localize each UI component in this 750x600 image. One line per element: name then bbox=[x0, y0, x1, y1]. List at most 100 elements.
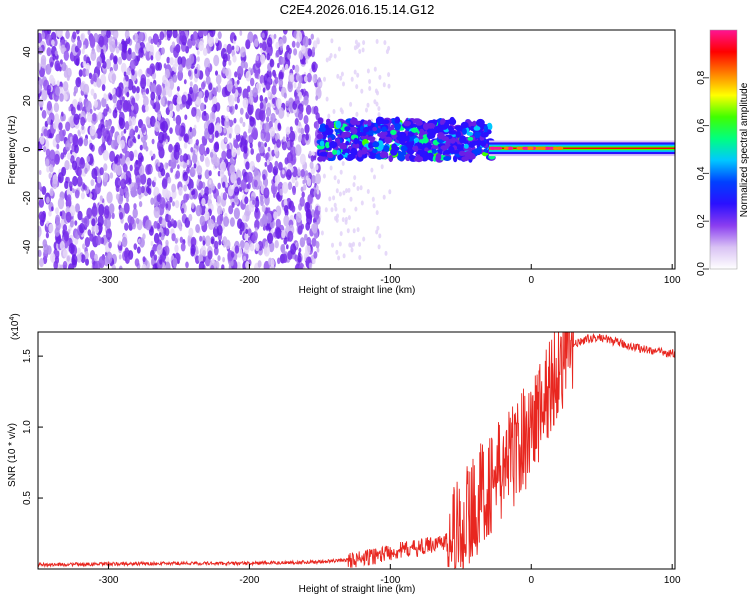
spectrogram-cell bbox=[332, 149, 338, 155]
spectrogram-cell bbox=[282, 243, 285, 250]
spectrogram-cell bbox=[363, 120, 368, 125]
spectrogram-cell bbox=[156, 42, 160, 48]
y-tick-label: 20 bbox=[22, 95, 33, 107]
spectrogram-cell bbox=[266, 152, 270, 159]
spectrogram-cell bbox=[67, 263, 75, 269]
spectrogram-cell bbox=[99, 195, 103, 202]
spectrogram-cell bbox=[86, 112, 93, 123]
spectrogram-cell bbox=[285, 63, 289, 71]
x-tick-label: -200 bbox=[239, 275, 259, 286]
spectrogram-cell bbox=[323, 76, 326, 82]
spectrogram-cell bbox=[71, 254, 78, 266]
spectrogram-cell bbox=[268, 241, 275, 253]
spectrogram-cell bbox=[285, 169, 292, 181]
spectrogram-cell bbox=[254, 227, 258, 233]
spectrogram-cell bbox=[48, 172, 52, 179]
spectrogram-cell bbox=[254, 70, 259, 79]
spectrogram-cell bbox=[166, 30, 173, 39]
spectrogram-cell bbox=[67, 194, 72, 203]
spectrogram-cell bbox=[351, 127, 358, 135]
spectrogram-cell bbox=[198, 261, 205, 269]
spectrogram-cell bbox=[295, 211, 302, 223]
spectrogram-cell bbox=[322, 173, 326, 179]
spectrogram-cell bbox=[236, 261, 241, 269]
spectrogram-cell bbox=[239, 117, 244, 124]
spectrogram-cell bbox=[318, 126, 327, 132]
spectrogram-cell bbox=[88, 72, 93, 80]
spectrogram-cell bbox=[149, 44, 154, 53]
spectrogram-cell bbox=[41, 109, 47, 119]
spectrogram-cell bbox=[283, 199, 288, 207]
spectrogram-cell bbox=[347, 215, 351, 221]
spectrogram-cell bbox=[62, 260, 68, 269]
spectrogram-cell bbox=[202, 240, 206, 246]
spectrogram-cell bbox=[119, 187, 125, 197]
spectrogram-cell bbox=[150, 83, 157, 94]
spectrogram-cell bbox=[368, 86, 372, 91]
spectrogram-cell bbox=[269, 126, 276, 137]
spectrogram-cell bbox=[195, 224, 201, 233]
spectrogram-cell bbox=[164, 162, 169, 170]
spectrogram-cell bbox=[209, 111, 216, 123]
spectrogram-cell bbox=[63, 230, 70, 242]
spectrogram-cell bbox=[142, 256, 146, 263]
spectrogram-cell bbox=[306, 202, 311, 210]
spectrogram-cell bbox=[228, 205, 234, 215]
spectrogram-cell bbox=[217, 182, 221, 190]
spectrogram-cell bbox=[297, 135, 302, 143]
spectrogram-cell bbox=[41, 186, 47, 195]
spectrogram-cell bbox=[352, 142, 360, 149]
spectrogram-cell bbox=[136, 86, 140, 94]
spectrogram-x-label: Height of straight line (km) bbox=[299, 285, 416, 296]
colorbar: 0.0 0.2 0.4 0.6 0.8 Normalized spectral ampl… bbox=[696, 29, 750, 276]
spectrogram-cell bbox=[183, 193, 189, 203]
spectrogram-cell bbox=[557, 146, 563, 150]
spectrogram-cell bbox=[388, 154, 394, 163]
spectrogram-cell bbox=[233, 117, 237, 124]
spectrogram-cell bbox=[250, 148, 254, 155]
spectrogram-cell bbox=[153, 206, 160, 219]
spectrogram-cell bbox=[200, 102, 205, 112]
spectrogram-cell bbox=[50, 61, 54, 68]
spectrogram-cell bbox=[394, 116, 401, 125]
spectrogram-cell bbox=[350, 76, 354, 82]
spectrogram-cell bbox=[338, 241, 342, 247]
spectrogram-cell bbox=[177, 164, 180, 170]
spectrogram-cell bbox=[129, 141, 133, 147]
spectrogram-cell bbox=[255, 153, 261, 163]
spectrogram-cell bbox=[366, 102, 370, 108]
spectrogram-cell bbox=[245, 261, 250, 269]
spectrogram-cell bbox=[356, 72, 360, 78]
spectrogram-cell bbox=[460, 121, 469, 129]
spectrogram-cell bbox=[228, 59, 232, 66]
spectrogram-cell bbox=[175, 170, 181, 179]
spectrogram-cell bbox=[335, 188, 339, 194]
spectrogram-cell bbox=[299, 196, 305, 207]
spectrogram-cell bbox=[119, 212, 124, 220]
spectrogram-cell bbox=[342, 207, 346, 213]
spectrogram-cell bbox=[105, 103, 109, 109]
spectrogram-cell bbox=[265, 107, 272, 117]
spectrogram-cell bbox=[155, 50, 161, 62]
spectrogram-cell bbox=[188, 227, 194, 237]
spectrogram-cell bbox=[358, 241, 362, 247]
spectrogram-cell bbox=[181, 94, 187, 105]
spectrogram-cell bbox=[469, 125, 476, 131]
spectrogram-cell bbox=[253, 179, 258, 188]
spectrogram-cell bbox=[222, 59, 227, 68]
spectrogram-cell bbox=[99, 167, 104, 176]
spectrogram-cell bbox=[316, 133, 324, 140]
spectrogram-cell bbox=[102, 172, 109, 183]
spectrogram-cell bbox=[196, 56, 200, 62]
colorbar-tick-label: 0.4 bbox=[696, 166, 707, 180]
spectrogram-cell bbox=[122, 163, 128, 173]
spectrogram-cell bbox=[103, 163, 108, 172]
snr-y-label: SNR (10 * v/v) bbox=[7, 423, 18, 487]
spectrogram-cell bbox=[51, 206, 54, 212]
spectrogram-cell bbox=[214, 221, 218, 229]
spectrogram-cell bbox=[196, 116, 200, 123]
spectrogram-cell bbox=[195, 108, 201, 120]
spectrogram-cell bbox=[408, 155, 415, 160]
spectrogram-cell bbox=[317, 77, 321, 84]
spectrogram-cell bbox=[83, 83, 90, 95]
